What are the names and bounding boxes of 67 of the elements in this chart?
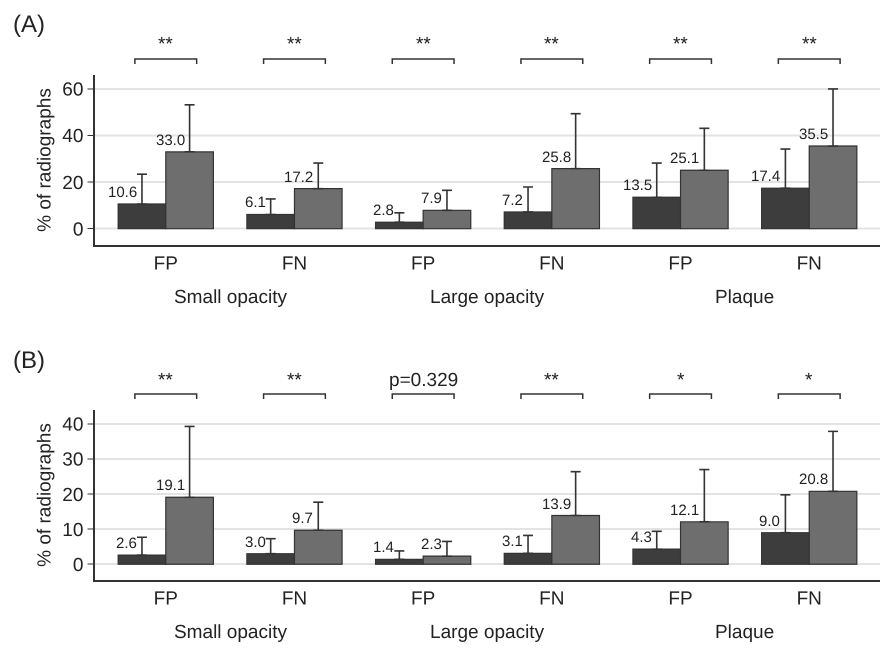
data-label: 3.0 xyxy=(245,534,266,551)
text: ** xyxy=(287,34,302,55)
data-label: 9.0 xyxy=(759,513,780,530)
text: Plaque xyxy=(715,622,774,643)
x-tick-label: FN xyxy=(282,254,308,275)
x-tick-label: FP xyxy=(411,588,436,610)
y-tick-label: 0 xyxy=(72,219,84,240)
text: Large opacity xyxy=(430,287,545,308)
y-tick-label: 60 xyxy=(62,80,84,101)
text: ** xyxy=(158,370,174,391)
text: ** xyxy=(673,34,688,55)
data-label: 12.1 xyxy=(670,502,700,519)
y-tick-label: 0 xyxy=(72,554,84,576)
text: * xyxy=(677,370,685,391)
y-tick-label: 40 xyxy=(62,126,84,148)
y-tick-label: 10 xyxy=(62,520,84,541)
text: Plaque xyxy=(715,287,774,308)
text: Large opacity xyxy=(430,622,545,643)
x-tick-label: FN xyxy=(282,588,308,610)
data-label: 6.1 xyxy=(245,194,266,211)
data-label: 13.5 xyxy=(623,177,652,194)
text: ** xyxy=(544,370,560,391)
x-tick-label: FP xyxy=(154,254,178,275)
x-tick-label: FP xyxy=(154,588,178,610)
data-label: 2.6 xyxy=(116,535,137,552)
y-tick-label: 20 xyxy=(62,484,84,506)
data-label: 3.1 xyxy=(502,533,523,550)
y-tick-label: 40 xyxy=(62,414,84,436)
data-label: 10.6 xyxy=(108,184,138,201)
data-label: 2.3 xyxy=(421,536,442,553)
data-label: 35.5 xyxy=(799,126,828,143)
chart-title: (B) xyxy=(13,347,45,374)
text: Small opacity xyxy=(174,287,288,308)
y-axis-title: % of radiographs xyxy=(34,88,56,232)
data-label: 17.4 xyxy=(751,168,780,185)
data-label: 9.7 xyxy=(292,510,313,527)
data-label: 20.8 xyxy=(799,471,828,488)
text: ** xyxy=(802,34,818,55)
data-label: 13.9 xyxy=(542,496,572,513)
y-tick-label: 30 xyxy=(62,450,84,471)
x-tick-label: FN xyxy=(796,254,822,275)
text: ** xyxy=(287,370,302,391)
x-tick-label: FN xyxy=(539,254,565,275)
text: * xyxy=(805,370,813,391)
chart-title: (A) xyxy=(13,11,45,38)
x-tick-label: FP xyxy=(668,588,693,610)
x-tick-label: FN xyxy=(539,588,565,610)
data-label: 7.9 xyxy=(421,190,442,207)
data-label: 4.3 xyxy=(631,529,652,546)
text: ** xyxy=(416,34,432,55)
data-label: 25.8 xyxy=(542,149,572,166)
text: ** xyxy=(158,34,174,55)
x-tick-label: FP xyxy=(668,254,693,275)
text: Small opacity xyxy=(174,622,288,643)
y-tick-label: 20 xyxy=(62,172,84,194)
text: p=0.329 xyxy=(389,370,458,391)
data-label: 1.4 xyxy=(373,539,394,556)
data-label: 19.1 xyxy=(156,477,186,494)
data-label: 2.8 xyxy=(373,202,394,219)
text: ** xyxy=(544,34,560,55)
data-label: 33.0 xyxy=(156,132,186,149)
data-label: 17.2 xyxy=(284,169,314,186)
data-label: 25.1 xyxy=(670,150,700,167)
x-tick-label: FN xyxy=(796,588,822,610)
data-label: 7.2 xyxy=(502,192,523,209)
x-tick-label: FP xyxy=(411,254,436,275)
y-axis-title: % of radiographs xyxy=(34,423,56,567)
